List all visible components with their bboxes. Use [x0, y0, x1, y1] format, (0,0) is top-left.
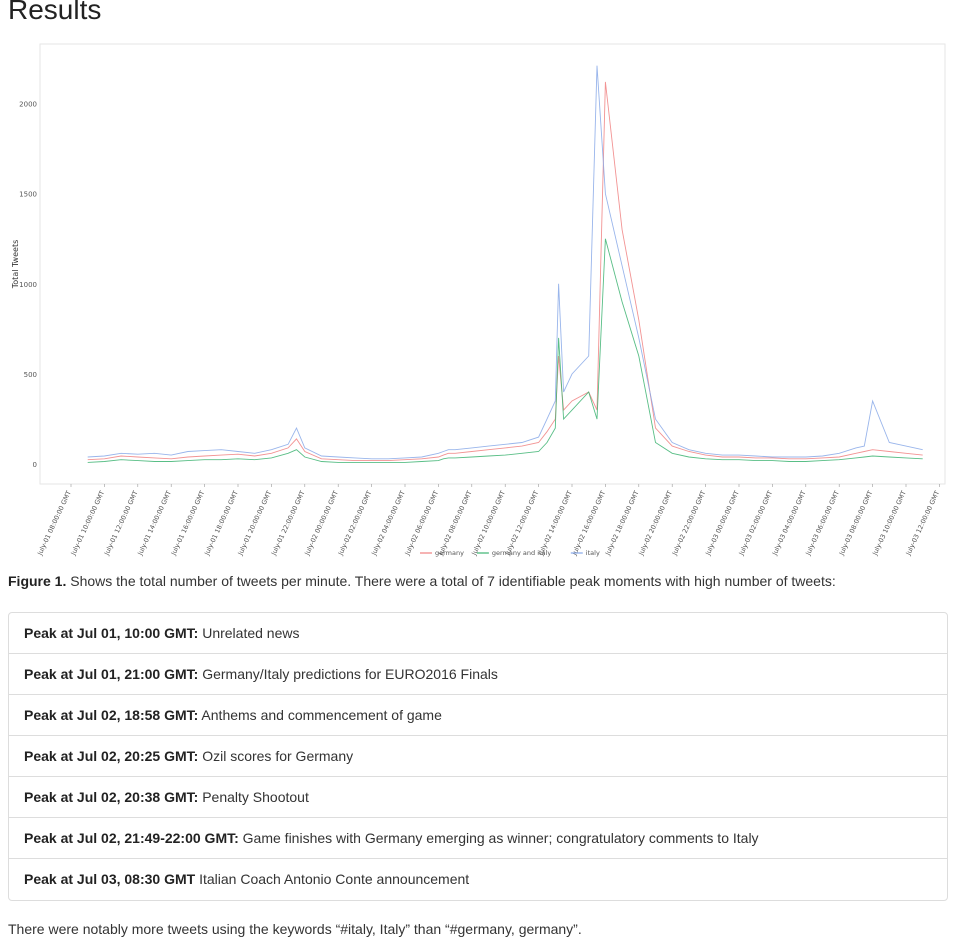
peak-item: Peak at Jul 02, 20:25 GMT: Ozil scores f… — [9, 736, 947, 777]
x-tick-label: July-02 10:00:00 GMT — [470, 489, 507, 557]
x-tick-label: July-01 22:00:00 GMT — [269, 489, 306, 557]
x-tick-label: July-03 02:00:00 GMT — [737, 489, 774, 557]
peak-label: Peak at Jul 03, 08:30 GMT — [24, 871, 196, 887]
y-tick-label: 1500 — [19, 191, 37, 199]
plot-panel — [39, 43, 946, 485]
figure-label: Figure 1. — [8, 573, 67, 589]
peak-label: Peak at Jul 02, 20:38 GMT: — [24, 789, 199, 805]
x-tick-label: July-02 14:00:00 GMT — [536, 489, 573, 557]
x-tick-label: July-02 02:00:00 GMT — [336, 489, 373, 557]
x-tick-label: July-03 08:00:00 GMT — [837, 489, 874, 557]
peak-label: Peak at Jul 02, 18:58 GMT: — [24, 707, 199, 723]
peak-description: Anthems and commencement of game — [198, 707, 442, 723]
legend-label: germany and italy — [492, 549, 551, 557]
peak-label: Peak at Jul 01, 10:00 GMT: — [24, 625, 199, 641]
figure-caption-text: Shows the total number of tweets per min… — [66, 573, 836, 589]
page-title: Results — [8, 0, 102, 25]
x-tick-label: July-01 20:00:00 GMT — [236, 489, 273, 557]
x-tick-label: July-03 00:00:00 GMT — [703, 489, 740, 557]
x-tick-label: July-02 16:00:00 GMT — [570, 489, 607, 557]
x-tick-label: July-02 08:00:00 GMT — [436, 489, 473, 557]
x-tick-label: July-02 20:00:00 GMT — [637, 489, 674, 557]
tweets-line-chart: 0 500 1000 1500 2000 Total Tweets July-01 08:0… — [8, 40, 956, 568]
x-tick-label: July-03 04:00:00 GMT — [770, 489, 807, 557]
legend-label: germany — [435, 549, 464, 557]
peak-description: Unrelated news — [198, 625, 300, 641]
peak-item: Peak at Jul 01, 21:00 GMT: Germany/Italy… — [9, 654, 947, 695]
peak-label: Peak at Jul 01, 21:00 GMT: — [24, 666, 199, 682]
peak-label: Peak at Jul 02, 21:49-22:00 GMT: — [24, 830, 239, 846]
peak-list: Peak at Jul 01, 10:00 GMT: Unrelated new… — [8, 612, 948, 901]
peak-label: Peak at Jul 02, 20:25 GMT: — [24, 748, 199, 764]
y-axis-label: Total Tweets — [11, 240, 20, 289]
x-tick-label: July-01 16:00:00 GMT — [169, 489, 206, 557]
figure-caption: Figure 1. Shows the total number of twee… — [8, 572, 958, 590]
y-tick-label: 2000 — [19, 101, 37, 109]
x-tick-label: July-01 14:00:00 GMT — [136, 489, 173, 557]
x-tick-label: July-02 12:00:00 GMT — [503, 489, 540, 557]
y-tick-label: 1000 — [19, 281, 37, 289]
y-tick-label: 500 — [24, 371, 37, 379]
peak-description: Game finishes with Germany emerging as w… — [238, 830, 759, 846]
x-tick-label: July-02 04:00:00 GMT — [369, 489, 406, 557]
x-tick-label: July-01 18:00:00 GMT — [202, 489, 239, 557]
peak-description: Italian Coach Antonio Conte announcement — [195, 871, 470, 887]
peak-item: Peak at Jul 03, 08:30 GMT Italian Coach … — [9, 859, 947, 900]
peak-item: Peak at Jul 02, 18:58 GMT: Anthems and c… — [9, 695, 947, 736]
x-tick-label: July-02 06:00:00 GMT — [403, 489, 440, 557]
peak-description: Ozil scores for Germany — [198, 748, 354, 764]
x-tick-label: July-03 12:00:00 GMT — [904, 489, 941, 557]
x-tick-label: July-01 08:00:00 GMT — [35, 489, 72, 557]
y-tick-label: 0 — [33, 461, 37, 469]
x-tick-label: July-02 18:00:00 GMT — [603, 489, 640, 557]
peak-item: Peak at Jul 01, 10:00 GMT: Unrelated new… — [9, 613, 947, 654]
italy-series-line — [87, 65, 923, 460]
germany-and-italy-series-line — [87, 238, 923, 463]
chart-svg: 0 500 1000 1500 2000 Total Tweets July-01 08:0… — [11, 43, 946, 557]
peak-item: Peak at Jul 02, 21:49-22:00 GMT: Game fi… — [9, 818, 947, 859]
peak-description: Penalty Shootout — [198, 789, 309, 805]
legend-label: italy — [586, 549, 600, 557]
footer-note: There were notably more tweets using the… — [8, 921, 582, 937]
x-tick-label: July-02 22:00:00 GMT — [670, 489, 707, 557]
x-tick-label: July-03 06:00:00 GMT — [804, 489, 841, 557]
x-tick-label: July-01 10:00:00 GMT — [69, 489, 106, 557]
x-tick-label: July-03 10:00:00 GMT — [870, 489, 907, 557]
peak-description: Germany/Italy predictions for EURO2016 F… — [198, 666, 498, 682]
peak-item: Peak at Jul 02, 20:38 GMT: Penalty Shoot… — [9, 777, 947, 818]
x-tick-label: July-02 00:00:00 GMT — [303, 489, 340, 557]
x-tick-label: July-01 12:00:00 GMT — [102, 489, 139, 557]
germany-series-line — [87, 81, 923, 462]
